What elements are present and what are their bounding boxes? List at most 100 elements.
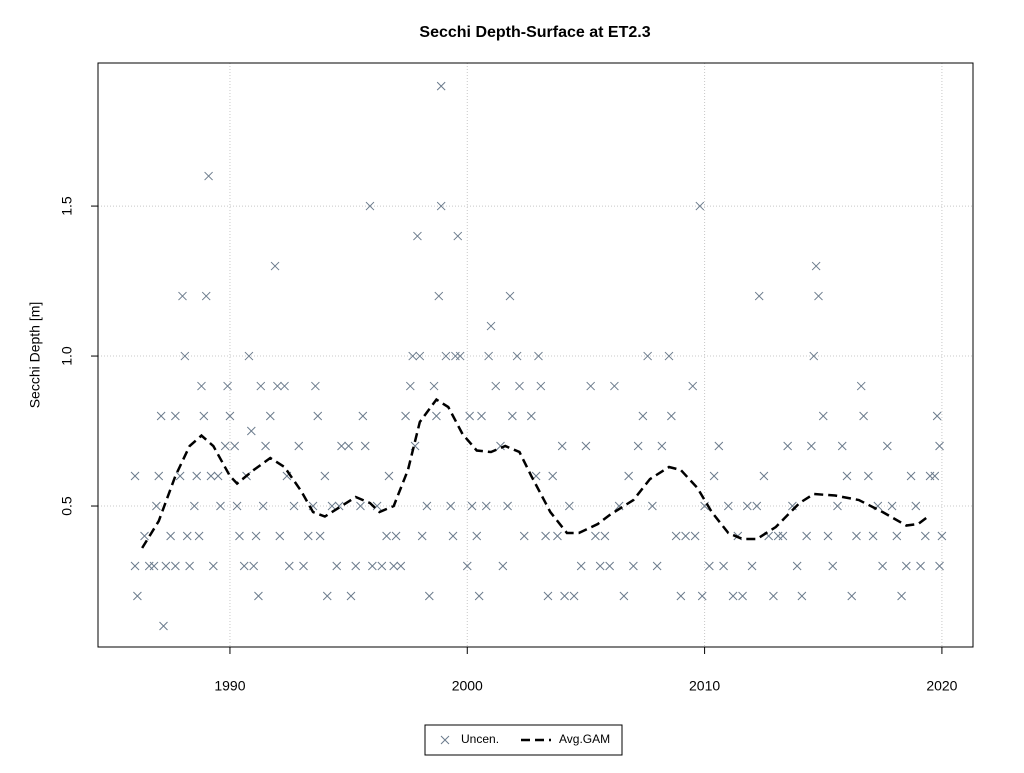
point	[814, 291, 823, 301]
point	[446, 501, 456, 511]
point	[171, 411, 180, 421]
point	[408, 351, 418, 361]
point	[508, 411, 517, 421]
point	[723, 501, 733, 511]
point	[365, 201, 375, 211]
point	[436, 201, 446, 211]
point	[759, 471, 769, 481]
point	[498, 561, 508, 571]
x-tick-label: 2000	[452, 678, 483, 694]
point	[474, 591, 484, 601]
point	[289, 501, 299, 511]
point	[560, 591, 569, 601]
point	[837, 441, 847, 451]
point	[232, 501, 242, 511]
point	[159, 621, 168, 631]
point	[657, 441, 667, 451]
point	[175, 471, 185, 481]
point	[251, 531, 261, 541]
point	[652, 561, 662, 571]
point	[213, 471, 223, 481]
point	[932, 411, 942, 421]
point	[778, 531, 788, 541]
point	[709, 471, 719, 481]
point	[358, 411, 368, 421]
point	[624, 471, 634, 481]
point	[322, 591, 332, 601]
gam-line	[141, 397, 931, 549]
point	[455, 351, 465, 361]
point	[719, 561, 728, 571]
point	[856, 381, 866, 391]
point	[465, 411, 474, 421]
point	[261, 441, 270, 451]
point	[246, 426, 256, 436]
point	[161, 561, 171, 571]
point	[156, 411, 166, 421]
point	[610, 381, 619, 391]
point	[802, 531, 811, 541]
point	[401, 411, 410, 421]
point	[235, 531, 244, 541]
point	[541, 531, 550, 541]
point	[462, 561, 472, 571]
point	[664, 351, 674, 361]
point	[337, 441, 346, 451]
point	[496, 441, 505, 451]
point	[773, 531, 783, 541]
point	[557, 441, 567, 451]
point	[807, 441, 816, 451]
point	[818, 411, 828, 421]
point	[643, 351, 652, 361]
point	[925, 471, 935, 481]
point	[847, 591, 857, 601]
point	[453, 231, 463, 241]
point	[194, 531, 204, 541]
point	[415, 351, 425, 361]
point	[648, 501, 657, 511]
point	[704, 561, 714, 571]
point	[367, 561, 377, 571]
point	[434, 291, 444, 301]
point	[697, 591, 707, 601]
point	[742, 501, 752, 511]
point	[220, 441, 230, 451]
point	[199, 411, 209, 421]
point	[911, 501, 921, 511]
point	[543, 591, 553, 601]
point	[576, 561, 586, 571]
point	[481, 501, 491, 511]
plot-frame	[97, 62, 974, 648]
point	[901, 561, 911, 571]
point	[360, 441, 370, 451]
point	[548, 471, 558, 481]
point	[351, 561, 361, 571]
point	[249, 561, 259, 571]
point	[667, 411, 676, 421]
point	[828, 561, 838, 571]
point	[811, 261, 821, 271]
point	[315, 531, 325, 541]
point	[534, 351, 543, 361]
point	[638, 411, 648, 421]
point	[429, 381, 439, 391]
point	[515, 381, 524, 391]
point	[178, 291, 187, 301]
point	[346, 591, 356, 601]
point	[389, 561, 399, 571]
point	[747, 561, 757, 571]
point	[887, 501, 897, 511]
point	[916, 561, 925, 571]
point	[553, 531, 562, 541]
point	[486, 321, 496, 331]
point	[171, 561, 180, 571]
point	[192, 471, 202, 481]
point	[133, 591, 142, 601]
point	[681, 531, 690, 541]
point	[536, 381, 546, 391]
point	[384, 471, 394, 481]
point	[477, 411, 486, 421]
point	[230, 441, 240, 451]
point	[569, 591, 579, 601]
